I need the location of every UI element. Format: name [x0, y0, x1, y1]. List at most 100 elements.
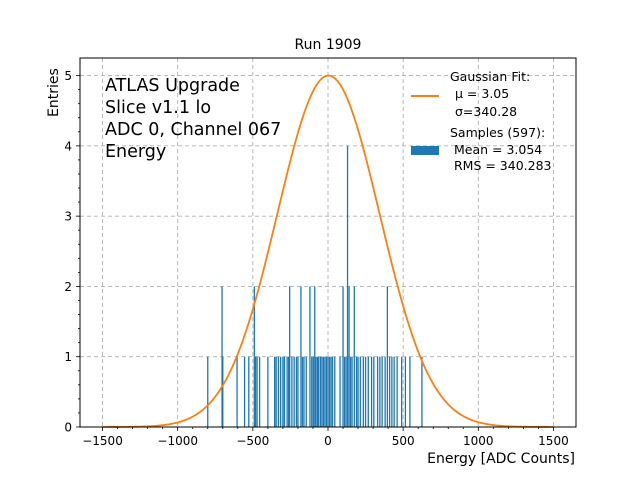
x-tick-label: 1000 — [463, 434, 494, 448]
histogram-bar — [248, 356, 250, 427]
histogram-bar — [331, 356, 334, 427]
histogram-bar — [286, 356, 288, 427]
annotation-line: ATLAS Upgrade — [105, 76, 240, 96]
histogram-bar — [345, 356, 347, 427]
histogram-bar — [253, 286, 256, 427]
histogram-bar — [391, 356, 393, 427]
legend-samples-rms: RMS = 340.283 — [450, 158, 552, 173]
histogram-bar — [327, 356, 329, 427]
histogram-bar — [400, 356, 403, 427]
histogram-bar — [221, 286, 223, 427]
gaussian-fit-curve — [102, 74, 554, 428]
histogram-bar — [275, 356, 277, 427]
histogram-bar — [346, 145, 349, 427]
chart-title: Run 1909 — [295, 37, 362, 53]
y-axis-label: Entries — [46, 68, 62, 117]
histogram-bar — [280, 356, 282, 427]
histogram-bar — [315, 356, 317, 427]
histogram-bar — [267, 356, 269, 427]
histogram-bar — [396, 356, 398, 427]
histogram-bar — [282, 356, 284, 427]
histogram-bar — [349, 356, 352, 427]
histogram-bar — [303, 356, 305, 427]
histogram-bar — [305, 356, 307, 427]
histogram-bar — [314, 286, 316, 427]
histogram-bar — [342, 286, 344, 427]
annotation-text: ATLAS Upgrade Slice v1.1 lo ADC 0, Chann… — [105, 76, 281, 162]
histogram-bar — [324, 356, 326, 427]
legend-fit-sigma: σ=340.28 — [455, 104, 517, 119]
annotation-line: Slice v1.1 lo — [105, 98, 211, 118]
histogram-bar — [322, 356, 325, 427]
histogram-bar — [334, 356, 336, 427]
histogram-bar — [222, 356, 224, 427]
histogram-bar — [289, 286, 291, 427]
histogram-bar — [312, 356, 314, 427]
histogram-bar — [379, 356, 381, 427]
legend-fit-mu: μ = 3.05 — [455, 86, 509, 101]
histogram-bar — [300, 286, 302, 427]
legend-fit-label: Gaussian Fit: — [450, 69, 530, 84]
histogram-bar — [364, 356, 367, 427]
histogram-bar — [297, 356, 299, 427]
histogram-bar — [243, 356, 246, 427]
histogram-bar — [295, 356, 298, 427]
x-tick-label: 500 — [392, 434, 415, 448]
histogram-bar — [367, 356, 369, 427]
histogram-bar — [316, 356, 319, 427]
annotation-line: Energy — [105, 142, 166, 162]
x-tick-label: −1500 — [82, 434, 123, 448]
x-tick-label: −500 — [236, 434, 269, 448]
histogram-bar — [381, 356, 383, 427]
y-tick-label: 5 — [64, 69, 72, 83]
histogram-bar — [293, 356, 295, 427]
x-tick-label: 1500 — [538, 434, 569, 448]
histogram-bar — [236, 356, 238, 427]
histogram-bar — [370, 356, 373, 427]
histogram-bar — [404, 356, 407, 427]
histogram-bar — [258, 356, 261, 427]
x-tick-label: 0 — [324, 434, 332, 448]
histogram-bar — [319, 356, 322, 427]
legend: Gaussian Fit: μ = 3.05 σ=340.28 Samples … — [411, 69, 552, 173]
histogram-bar — [362, 356, 364, 427]
histogram-bars — [207, 145, 423, 427]
legend-samples-mean: Mean = 3.054 — [450, 142, 542, 157]
histogram-bar — [287, 356, 290, 427]
y-tick-label: 4 — [64, 139, 72, 153]
y-tick-label: 2 — [64, 280, 72, 294]
histogram-bar — [388, 356, 391, 427]
histogram-bar — [330, 356, 332, 427]
histogram-bar — [283, 356, 286, 427]
histogram-bar — [301, 356, 304, 427]
histogram-bar — [321, 356, 323, 427]
y-tick-label: 0 — [64, 421, 72, 435]
histogram-bar — [309, 286, 311, 427]
x-tick-label: −1000 — [157, 434, 198, 448]
histogram-bar — [384, 356, 386, 427]
histogram-bar — [357, 356, 359, 427]
histogram-bar — [348, 286, 350, 427]
histogram-bar — [318, 356, 320, 427]
histogram-bar — [343, 356, 346, 427]
x-axis-label: Energy [ADC Counts] — [427, 451, 575, 467]
histogram-bar — [325, 356, 328, 427]
annotation-line: ADC 0, Channel 067 — [105, 120, 281, 140]
y-tick-label: 3 — [64, 210, 72, 224]
histogram-bar — [339, 356, 341, 427]
histogram-bar — [353, 286, 355, 427]
legend-samples-label: Samples (597): — [450, 125, 545, 140]
y-tick-label: 1 — [64, 350, 72, 364]
histogram-bar — [273, 356, 276, 427]
histogram-bar — [328, 356, 331, 427]
histogram-bar — [355, 356, 358, 427]
histogram-bar — [393, 356, 395, 427]
histogram-bar — [351, 356, 353, 427]
histogram-bar — [376, 356, 379, 427]
histogram-bar — [421, 356, 423, 427]
histogram-bar — [207, 356, 209, 427]
histogram-bar — [373, 356, 375, 427]
histogram-bar — [256, 356, 258, 427]
histogram-bar — [386, 286, 389, 427]
